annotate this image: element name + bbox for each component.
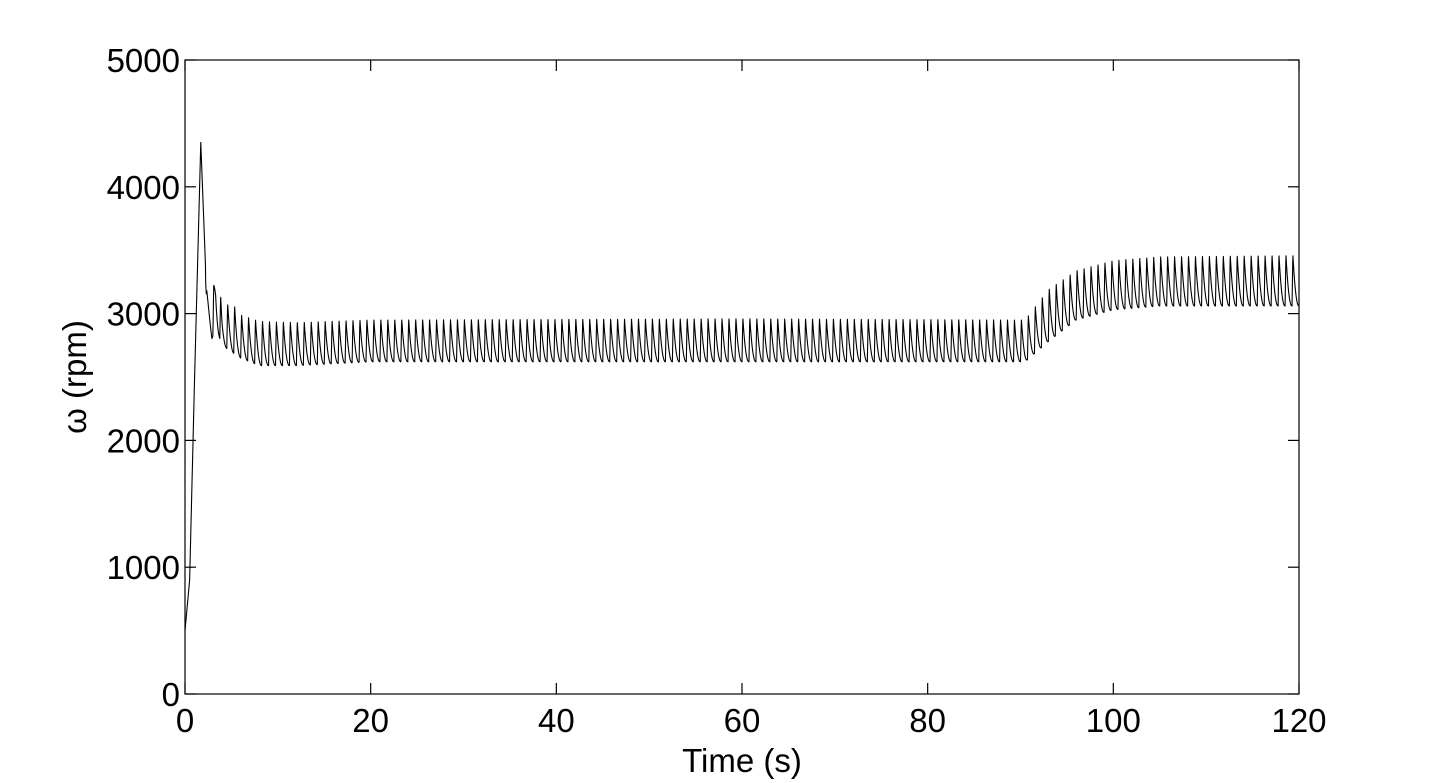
x-tick-label: 100 xyxy=(1086,702,1141,739)
y-tick-label: 5000 xyxy=(107,42,180,79)
y-tick-label: 1000 xyxy=(107,549,180,586)
series-line xyxy=(184,141,1300,631)
y-tick-label: 3000 xyxy=(107,296,180,333)
x-tick-label: 0 xyxy=(176,702,194,739)
x-tick-label: 20 xyxy=(352,702,389,739)
x-axis-title: Time (s) xyxy=(682,742,802,779)
x-tick-label: 40 xyxy=(538,702,575,739)
axis-ticks xyxy=(184,59,1300,695)
y-axis-title: ω (rpm) xyxy=(56,320,93,434)
plot-area xyxy=(184,59,1300,695)
x-tick-label: 120 xyxy=(1271,702,1326,739)
y-tick-label: 0 xyxy=(162,676,180,713)
x-tick-label: 60 xyxy=(724,702,761,739)
x-tick-label: 80 xyxy=(909,702,946,739)
tick-labels: 0 20 40 60 80 100 120 0 1000 2000 3000 4000 5000 xyxy=(107,42,1327,739)
y-tick-label: 4000 xyxy=(107,169,180,206)
y-tick-label: 2000 xyxy=(107,422,180,459)
